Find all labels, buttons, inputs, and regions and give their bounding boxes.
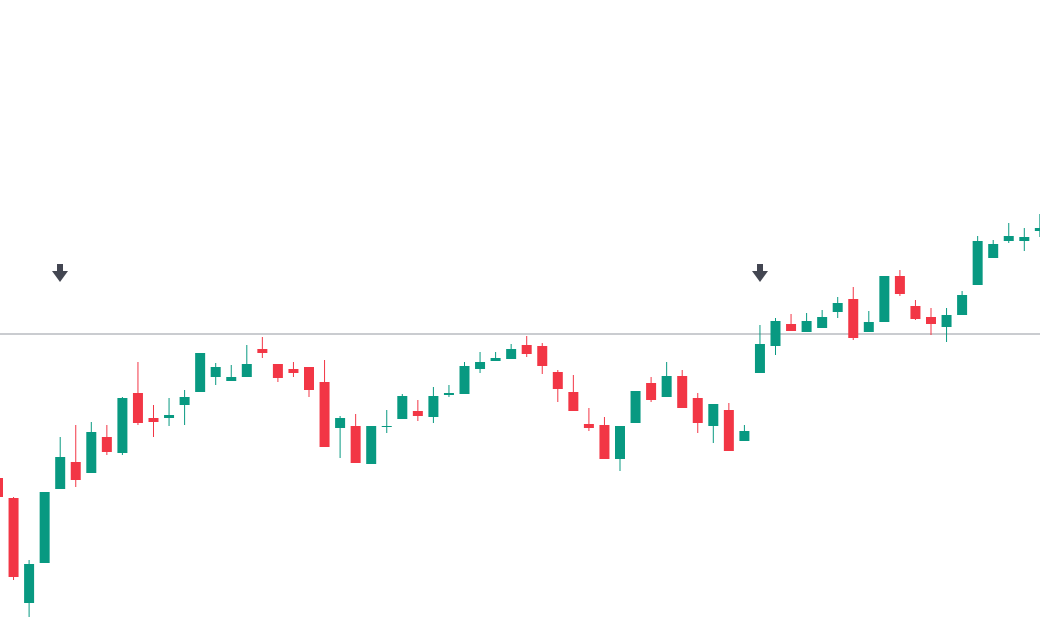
candle-body xyxy=(817,317,828,328)
candle-body xyxy=(381,426,392,427)
candle-body xyxy=(537,346,548,366)
candle-body xyxy=(972,241,983,285)
candle-body xyxy=(86,432,97,473)
candle-body xyxy=(39,492,50,563)
candle-body xyxy=(615,426,625,459)
candle-body xyxy=(304,367,314,390)
candle-body xyxy=(521,345,532,354)
candle-body xyxy=(335,418,346,428)
candle-body xyxy=(226,377,237,381)
candle-body xyxy=(1003,236,1014,241)
candle-body xyxy=(490,358,501,361)
candle-body xyxy=(848,299,859,338)
candle-body xyxy=(506,349,517,359)
candle-body xyxy=(708,404,719,426)
candle-body xyxy=(366,426,377,464)
candle-body xyxy=(926,317,936,324)
candle-body xyxy=(1019,237,1030,241)
candle-body xyxy=(677,376,688,408)
arrow-marker xyxy=(752,264,768,282)
candle-body xyxy=(319,382,330,447)
candle-body xyxy=(70,462,81,480)
candle-body xyxy=(832,303,843,312)
candle-body xyxy=(863,322,874,332)
candle-body xyxy=(117,398,128,453)
candle-body xyxy=(568,392,579,411)
candle-body xyxy=(148,418,159,422)
candle-body xyxy=(101,437,112,452)
candle-body xyxy=(692,398,703,423)
candle-body xyxy=(957,295,968,315)
candle-body xyxy=(723,410,734,451)
candle-body xyxy=(941,315,952,327)
candle-body xyxy=(272,364,283,378)
candle-body xyxy=(459,366,470,394)
candle-body xyxy=(55,457,66,489)
candle-body xyxy=(210,367,221,377)
arrow-marker xyxy=(52,264,68,282)
candle-body xyxy=(397,396,408,419)
candle-body xyxy=(8,498,19,577)
candle-body xyxy=(988,244,999,258)
candle-body xyxy=(770,321,781,346)
candle-body xyxy=(257,349,268,353)
candle-body xyxy=(288,369,299,373)
candle-body xyxy=(443,393,454,395)
candle-body xyxy=(179,397,190,405)
candle-body xyxy=(630,391,641,423)
candle-body xyxy=(195,353,206,392)
candle-body xyxy=(646,383,657,400)
candle-body xyxy=(412,411,423,416)
candle-body xyxy=(801,321,812,332)
candle-body xyxy=(879,276,890,322)
candle-body xyxy=(894,276,905,294)
candle-body xyxy=(24,564,35,603)
candle-body xyxy=(786,324,797,331)
candle-body xyxy=(599,425,610,459)
candle-body xyxy=(910,306,921,319)
candle-body xyxy=(164,415,175,418)
candle-body xyxy=(1034,228,1040,231)
candle-body xyxy=(0,478,3,497)
candle-body xyxy=(132,393,143,423)
candle-body xyxy=(552,372,563,389)
candle-body xyxy=(754,344,765,373)
candle-body xyxy=(661,376,672,397)
candle-body xyxy=(475,362,486,369)
candle-body xyxy=(350,426,361,463)
candle-body xyxy=(739,431,750,441)
candle-body xyxy=(428,396,439,417)
candle-body xyxy=(583,424,594,428)
candle-body xyxy=(241,364,252,377)
